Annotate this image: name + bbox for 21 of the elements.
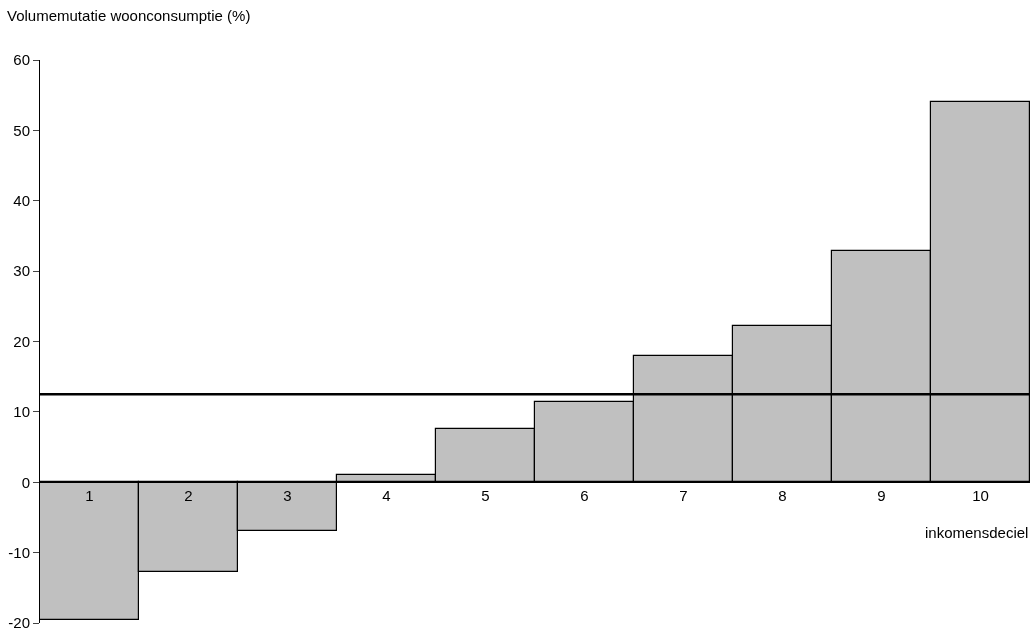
x-tick-label: 5 [481,487,490,505]
y-tick-label: 30 [13,262,30,280]
y-tick-label: 0 [21,473,30,491]
y-tick-label: -10 [8,543,30,561]
y-tick-label: 20 [13,332,30,350]
x-tick-label: 9 [877,487,886,505]
x-tick-label: 6 [580,487,589,505]
x-tick-label: 7 [679,487,688,505]
x-tick-label: 1 [85,487,94,505]
y-tick-label: 50 [13,121,30,139]
y-tick-label: 10 [13,403,30,421]
x-tick-label: 2 [184,487,193,505]
x-tick-label: 3 [283,487,292,505]
y-tick-label: 40 [13,192,30,209]
y-tick-label: -20 [8,614,30,632]
x-axis-title: inkomensdeciel [925,524,1029,541]
y-tick-label: 60 [13,51,30,69]
x-tick-label: 10 [972,487,989,505]
x-tick-label: 4 [382,487,391,505]
y-axis-title: Volumemutatie woonconsumptie (%) [7,7,251,24]
x-tick-label: 8 [778,487,787,505]
